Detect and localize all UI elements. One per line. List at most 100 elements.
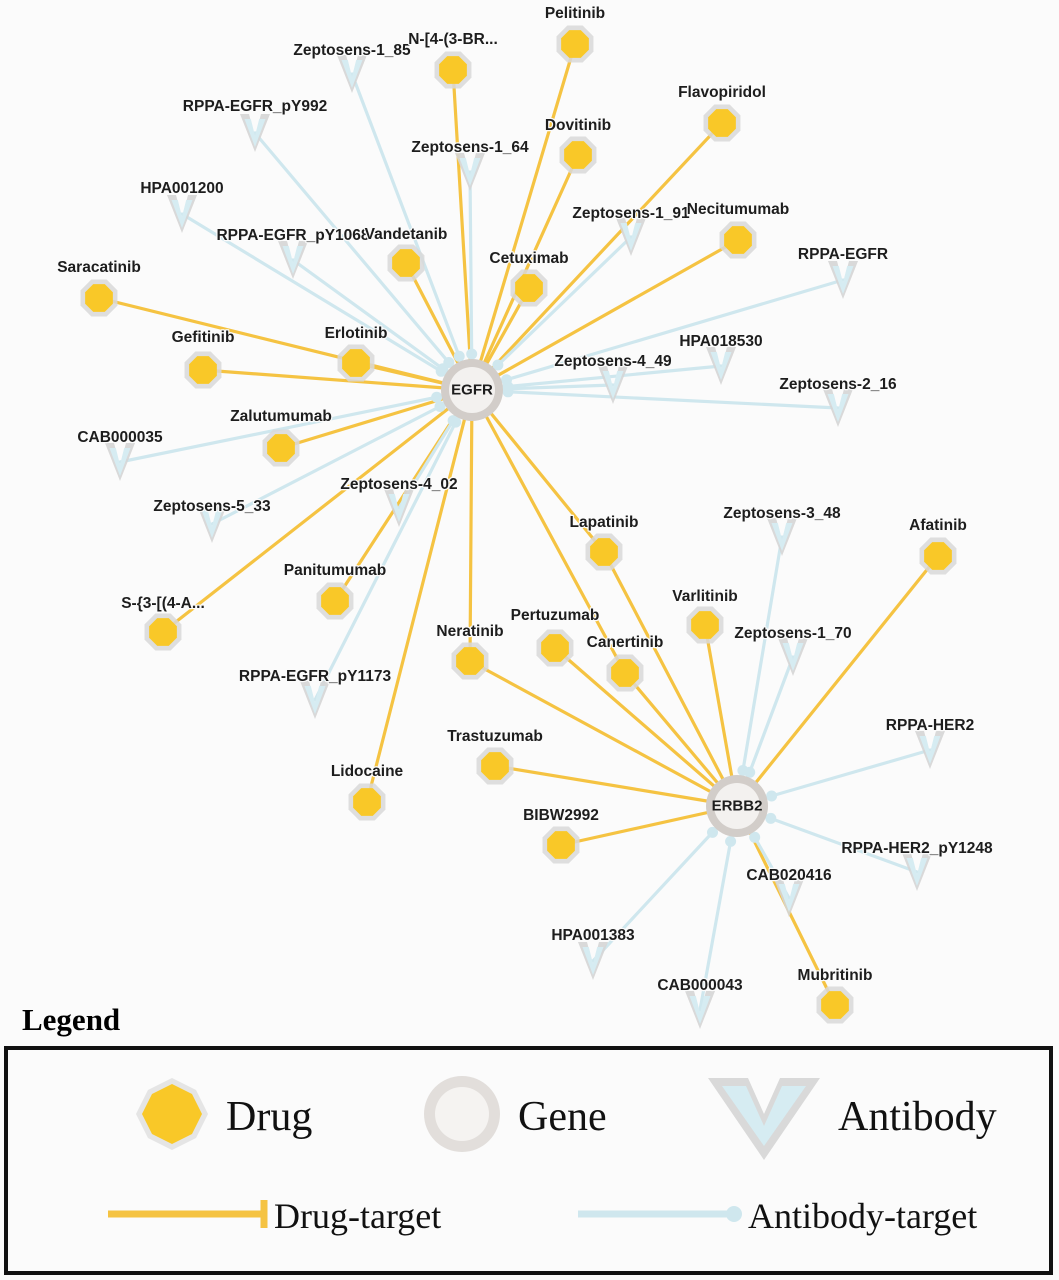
drug-node[interactable] [337, 344, 375, 382]
antibody-node[interactable] [767, 518, 797, 556]
antibody-node[interactable] [578, 942, 608, 980]
antibody-node[interactable] [384, 489, 414, 527]
drug-node-label: Trastuzumab [447, 728, 543, 745]
drug-target-edge [365, 388, 474, 804]
legend-item-antibody: Antibody [708, 1078, 997, 1160]
drug-target-edge [468, 659, 739, 808]
drug-node[interactable] [476, 747, 514, 785]
tbar-line-icon [108, 1200, 268, 1228]
octagon-icon [924, 542, 952, 570]
antibody-edge-terminal [744, 766, 756, 778]
antibody-node[interactable] [902, 853, 932, 891]
antibody-node-label: RPPA-EGFR_pY992 [183, 98, 327, 115]
chevron-icon [171, 200, 193, 228]
drug-node[interactable] [434, 51, 472, 89]
octagon-icon [611, 659, 639, 687]
antibody-target-edge [470, 388, 840, 410]
drug-node-label: Erlotinib [325, 325, 388, 342]
chevron-icon [620, 223, 642, 251]
octagon-icon [267, 434, 295, 462]
drug-node[interactable] [542, 826, 580, 864]
octagon-icon [149, 618, 177, 646]
drug-node[interactable] [816, 986, 854, 1024]
antibody-target-edge [313, 388, 474, 702]
ring-icon [424, 1076, 500, 1152]
legend-label-antibody-target: Antibody-target [748, 1196, 977, 1236]
legend-label-gene: Gene [518, 1094, 607, 1140]
antibody-edge-terminal [453, 350, 465, 362]
antibody-target-edge [470, 278, 845, 392]
drug-target-edge [470, 121, 724, 392]
antibody-node-label: RPPA-HER2_pY1248 [841, 840, 993, 857]
legend-item-antibody-target: Antibody-target [578, 1196, 977, 1236]
antibody-node[interactable] [337, 55, 367, 93]
antibody-node-label: Zeptosens-4_02 [340, 476, 457, 493]
drug-target-edge [470, 388, 627, 675]
antibody-node[interactable] [828, 261, 858, 299]
octagon-icon [456, 647, 484, 675]
drug-node[interactable] [387, 244, 425, 282]
octagon-icon [691, 611, 719, 639]
antibody-node-label: CAB000035 [77, 429, 163, 446]
drug-node-label: Varlitinib [672, 588, 737, 605]
drug-target-edge [201, 368, 474, 392]
antibody-target-edge [350, 72, 474, 392]
drug-node-label: Vandetanib [365, 226, 448, 243]
drug-node[interactable] [606, 654, 644, 692]
nodes-layer [80, 25, 957, 1029]
antibody-target-edge [180, 212, 474, 392]
antibody-node[interactable] [167, 195, 197, 233]
antibody-node[interactable] [300, 681, 330, 719]
drug-node[interactable] [451, 642, 489, 680]
antibody-node[interactable] [197, 505, 227, 543]
chevron-icon [388, 494, 410, 522]
octagon-icon [708, 109, 736, 137]
gene-node[interactable] [441, 359, 503, 421]
antibody-node[interactable] [240, 114, 270, 152]
drug-node[interactable] [556, 25, 594, 63]
drug-node[interactable] [919, 537, 957, 575]
legend-item-drug: Drug [136, 1078, 312, 1150]
antibody-node[interactable] [598, 366, 628, 404]
drug-node[interactable] [184, 351, 222, 389]
legend-label-drug-target: Drug-target [274, 1196, 441, 1236]
gene-node-label: ERBB2 [712, 798, 763, 815]
antibody-node[interactable] [455, 153, 485, 191]
chevron-icon [459, 158, 481, 186]
drug-node[interactable] [316, 582, 354, 620]
antibody-node[interactable] [278, 241, 308, 279]
drug-node-label: Flavopiridol [678, 84, 766, 101]
drug-node[interactable] [719, 221, 757, 259]
antibody-node-label: Zeptosens-4_49 [554, 353, 672, 370]
drug-node[interactable] [585, 533, 623, 571]
drug-node[interactable] [510, 269, 548, 307]
antibody-node[interactable] [685, 991, 715, 1029]
ring-icon-inner [714, 783, 760, 829]
antibody-node[interactable] [774, 879, 804, 917]
drug-node[interactable] [703, 104, 741, 142]
antibody-node[interactable] [778, 638, 808, 676]
drug-node[interactable] [262, 429, 300, 467]
antibody-node[interactable] [105, 443, 135, 481]
drug-node[interactable] [559, 136, 597, 174]
chevron-icon [710, 352, 732, 380]
octagon-icon [353, 788, 381, 816]
drug-node-label: Lidocaine [331, 763, 404, 780]
drug-node[interactable] [686, 606, 724, 644]
drug-node[interactable] [348, 783, 386, 821]
drug-target-edge [468, 388, 474, 663]
octagon-icon [590, 538, 618, 566]
gene-node[interactable] [706, 775, 768, 837]
chevron-icon [771, 523, 793, 551]
octagon-icon [541, 634, 569, 662]
antibody-node[interactable] [616, 218, 646, 256]
drug-node[interactable] [536, 629, 574, 667]
drug-node[interactable] [80, 279, 118, 317]
drug-node[interactable] [144, 613, 182, 651]
antibody-node[interactable] [823, 389, 853, 427]
antibody-node-label: RPPA-EGFR_pY1173 [239, 668, 392, 685]
antibody-node[interactable] [915, 731, 945, 769]
antibody-node[interactable] [706, 347, 736, 385]
antibody-edge-terminal [437, 363, 449, 375]
octagon-icon [85, 284, 113, 312]
